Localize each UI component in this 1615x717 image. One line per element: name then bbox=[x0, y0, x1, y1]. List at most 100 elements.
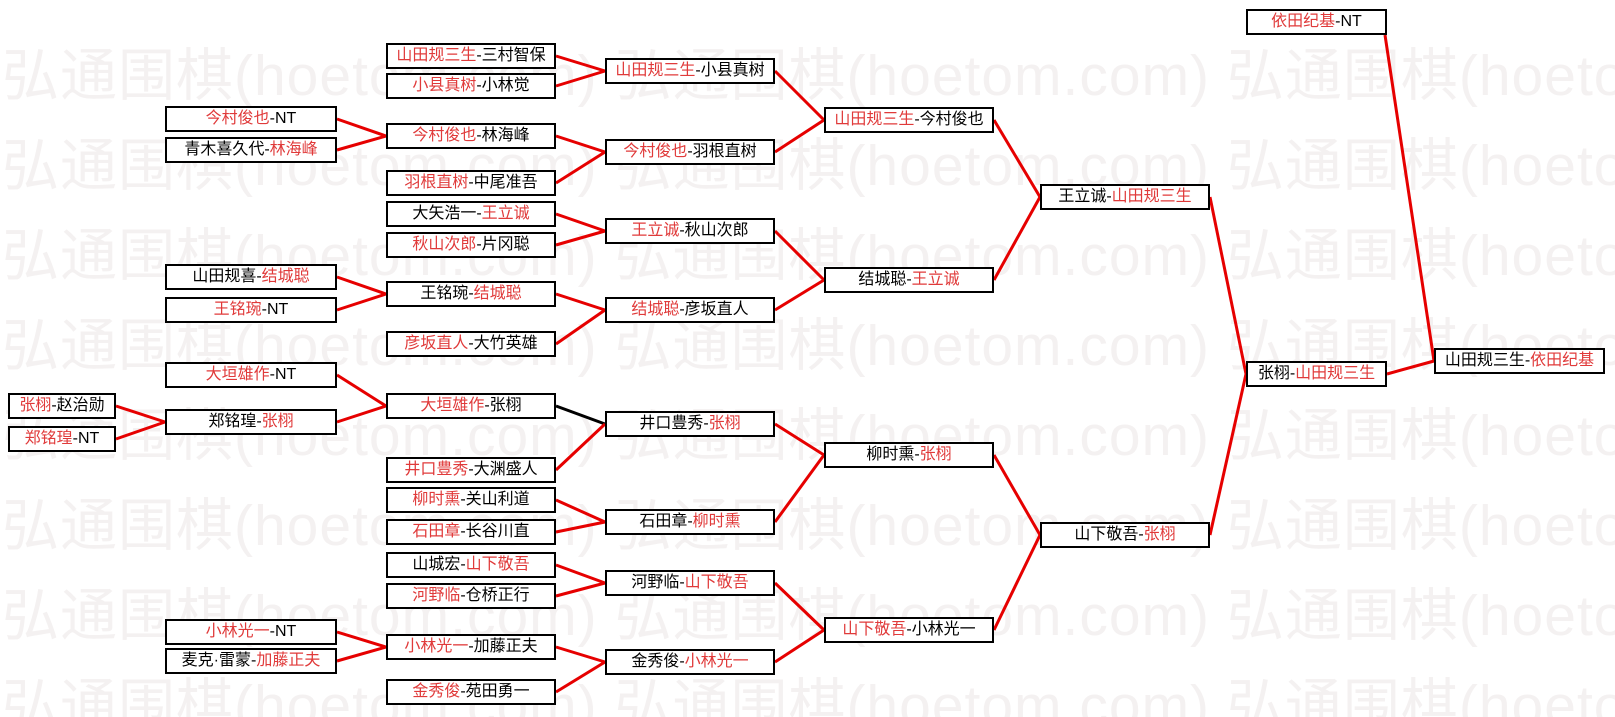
match-box-C7: 王铭琬 - 结城聪 bbox=[386, 281, 556, 307]
separator: - bbox=[914, 446, 920, 463]
separator: - bbox=[269, 110, 275, 127]
match-box-F1: 王立诚 - 山田规三生 bbox=[1040, 184, 1210, 210]
watermark-row: 弘通围棋(hoetom.com) 弘通围棋(hoetom.com) 弘通围棋(h… bbox=[2, 674, 1615, 717]
player2-name: 羽根直树 bbox=[692, 143, 757, 160]
player2-name: 加藤正夫 bbox=[473, 638, 538, 655]
match-box-B5: 大垣雄作 - NT bbox=[165, 362, 337, 388]
player2-name: 依田纪基 bbox=[1530, 352, 1595, 369]
match-box-C14: 河野临 - 仓桥正行 bbox=[386, 583, 556, 609]
connector-C16-D8 bbox=[555, 660, 606, 694]
match-box-C15: 小林光一 - 加藤正夫 bbox=[386, 634, 556, 660]
match-box-B3: 山田规喜 - 结城聪 bbox=[165, 264, 337, 290]
connector-A1-B6 bbox=[115, 404, 166, 424]
separator: - bbox=[269, 623, 275, 640]
separator: - bbox=[476, 236, 482, 253]
match-box-D8: 金秀俊 - 小林光一 bbox=[605, 649, 775, 675]
match-box-C1: 山田规三生 - 三村智保 bbox=[386, 43, 556, 69]
separator: - bbox=[468, 638, 474, 655]
match-box-D3: 王立诚 - 秋山次郎 bbox=[605, 218, 775, 244]
match-box-C6: 秋山次郎 - 片冈聪 bbox=[386, 232, 556, 258]
player1-name: 井口豊秀 bbox=[639, 415, 704, 432]
player2-name: 关山利道 bbox=[465, 491, 530, 508]
player2-name: 结城聪 bbox=[473, 285, 522, 302]
player1-name: 山田规三生 bbox=[615, 62, 696, 79]
connector-D1-E1 bbox=[773, 69, 826, 122]
match-box-F2: 山下敬吾 - 张栩 bbox=[1040, 522, 1210, 548]
separator: - bbox=[251, 652, 257, 669]
connector-D5-E3 bbox=[774, 422, 825, 457]
player1-name: 小林光一 bbox=[404, 638, 469, 655]
player1-name: 山田规喜 bbox=[192, 268, 257, 285]
connector-G1-H1 bbox=[1383, 34, 1436, 362]
player2-name: 今村俊也 bbox=[919, 111, 984, 128]
connector-C5-D3 bbox=[555, 212, 606, 233]
player2-name: 王立诚 bbox=[481, 205, 530, 222]
player2-name: 小林光一 bbox=[911, 621, 976, 638]
player1-name: 今村俊也 bbox=[412, 127, 477, 144]
separator: - bbox=[1289, 365, 1296, 382]
player1-name: 青木喜久代 bbox=[184, 141, 265, 158]
match-box-C13: 山城宏 - 山下敬吾 bbox=[386, 552, 556, 578]
connector-B4-C7 bbox=[336, 292, 387, 312]
player2-name: 小县真树 bbox=[700, 62, 765, 79]
separator: - bbox=[468, 335, 474, 352]
match-box-B2: 青木喜久代 - 林海峰 bbox=[165, 137, 337, 163]
player2-name: NT bbox=[275, 366, 297, 383]
player1-name: 大矢浩一 bbox=[412, 205, 477, 222]
player1-name: 羽根直树 bbox=[404, 174, 469, 191]
player1-name: 麦克·雷蒙 bbox=[181, 652, 251, 669]
match-box-C11: 柳时熏 - 关山利道 bbox=[386, 487, 556, 513]
player1-name: 柳时熏 bbox=[866, 446, 915, 463]
player2-name: NT bbox=[267, 301, 289, 318]
match-box-C10: 井口豊秀 - 大渊盛人 bbox=[386, 457, 556, 483]
separator: - bbox=[1524, 352, 1531, 369]
separator: - bbox=[914, 111, 920, 128]
player1-name: 依田纪基 bbox=[1271, 13, 1336, 30]
connector-B5-C9 bbox=[336, 373, 387, 408]
match-box-B1: 今村俊也 - NT bbox=[165, 106, 337, 132]
match-box-C8: 彦坂直人 - 大竹英雄 bbox=[386, 331, 556, 357]
match-box-C16: 金秀俊 - 苑田勇一 bbox=[386, 679, 556, 705]
connector-C15-D8 bbox=[555, 645, 606, 664]
connector-B8-C15 bbox=[336, 645, 387, 663]
player1-name: 金秀俊 bbox=[631, 653, 680, 670]
separator: - bbox=[264, 141, 270, 158]
match-box-G2: 张栩 - 山田规三生 bbox=[1246, 361, 1387, 387]
separator: - bbox=[906, 621, 912, 638]
player1-name: 彦坂直人 bbox=[404, 335, 469, 352]
player1-name: 石田章 bbox=[412, 523, 461, 540]
connector-D8-E4 bbox=[774, 628, 825, 664]
connector-B7-C15 bbox=[336, 630, 387, 649]
player1-name: 王立诚 bbox=[1058, 188, 1107, 205]
player1-name: 山下敬吾 bbox=[842, 621, 907, 638]
player2-name: 大渊盛人 bbox=[473, 461, 538, 478]
match-box-A1: 张栩 - 赵治勋 bbox=[8, 393, 116, 419]
separator: - bbox=[51, 397, 57, 414]
connector-C11-D6 bbox=[555, 498, 606, 524]
connector-E4-F2 bbox=[992, 534, 1042, 631]
connector-B1-C3 bbox=[336, 117, 387, 138]
player1-name: 秋山次郎 bbox=[412, 236, 477, 253]
separator: - bbox=[476, 77, 482, 94]
match-box-D1: 山田规三生 - 小县真树 bbox=[605, 58, 775, 84]
player2-name: 秋山次郎 bbox=[684, 222, 749, 239]
player2-name: 张栩 bbox=[1143, 526, 1176, 543]
match-box-C3: 今村俊也 - 林海峰 bbox=[386, 123, 556, 149]
connector-B3-C7 bbox=[336, 275, 387, 296]
match-box-A2: 郑铭瑝 - NT bbox=[8, 426, 116, 452]
player2-name: 山田规三生 bbox=[1295, 365, 1376, 382]
player1-name: 河野临 bbox=[412, 587, 461, 604]
player1-name: 张栩 bbox=[19, 397, 52, 414]
player1-name: 山田规三生 bbox=[1444, 352, 1525, 369]
match-box-D6: 石田章 - 柳时熏 bbox=[605, 509, 775, 535]
connector-A2-B6 bbox=[115, 420, 166, 441]
player2-name: 小林觉 bbox=[481, 77, 530, 94]
match-box-D7: 河野临 - 山下敬吾 bbox=[605, 570, 775, 596]
player1-name: 井口豊秀 bbox=[404, 461, 469, 478]
separator: - bbox=[476, 127, 482, 144]
player2-name: 结城聪 bbox=[261, 268, 310, 285]
connector-G2-H1 bbox=[1386, 359, 1435, 376]
separator: - bbox=[484, 397, 490, 414]
connector-E1-F1 bbox=[992, 119, 1042, 198]
